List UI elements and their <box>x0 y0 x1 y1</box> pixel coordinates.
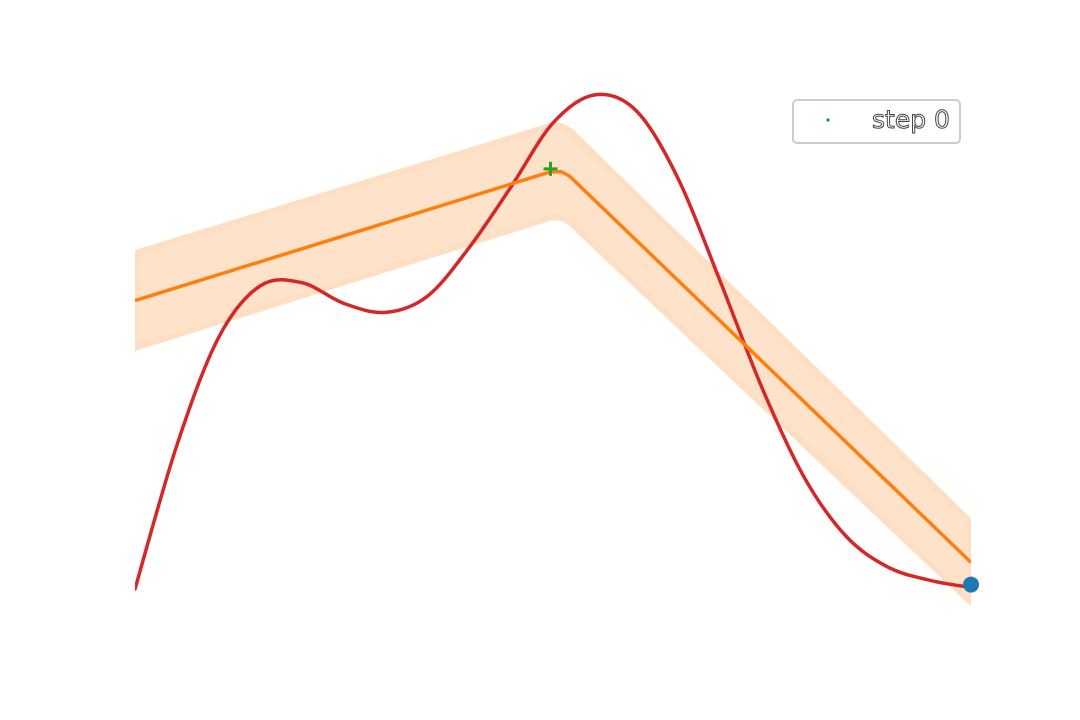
legend: step 0 <box>792 99 961 144</box>
mean-line <box>135 170 971 564</box>
legend-box <box>792 99 961 144</box>
legend-label: step 0 <box>872 105 950 134</box>
observation-point <box>963 576 979 593</box>
confidence-band <box>135 122 971 606</box>
objective-line <box>135 92 971 591</box>
plot-area <box>135 92 971 606</box>
markers-layer <box>543 161 979 593</box>
legend-marker <box>826 118 830 122</box>
next_point-marker <box>543 161 558 176</box>
